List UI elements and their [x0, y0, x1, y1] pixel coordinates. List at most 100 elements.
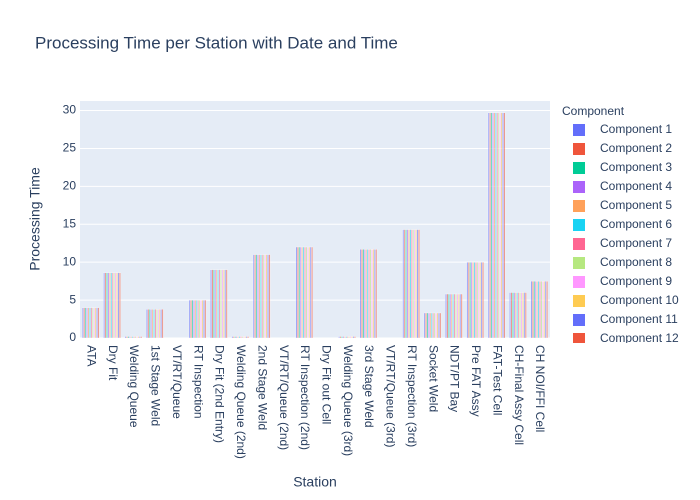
bar: [473, 262, 476, 339]
bar: [402, 229, 405, 339]
bar: [449, 293, 452, 339]
legend-label: Component 3: [600, 160, 672, 174]
bar: [204, 299, 207, 339]
bar: [354, 336, 356, 339]
bar: [211, 269, 214, 339]
y-tick-label: 30: [63, 103, 77, 117]
bar: [126, 336, 128, 339]
bar: [131, 336, 134, 339]
bar: [86, 307, 88, 339]
bar: [252, 254, 255, 339]
bar: [301, 246, 304, 339]
x-tick-label: Pre FAT Assy: [469, 345, 483, 417]
bar: [304, 246, 306, 339]
legend-swatch: [573, 295, 585, 307]
legend-label: Component 11: [600, 312, 678, 326]
bar: [418, 229, 420, 339]
bar: [493, 112, 496, 339]
bar: [87, 307, 90, 339]
bar: [429, 312, 432, 339]
bar: [373, 249, 376, 339]
x-tick-label: Dry Fit: [106, 345, 120, 381]
bar: [456, 293, 459, 339]
bar: [117, 272, 120, 339]
bar: [344, 336, 346, 339]
bar: [84, 307, 87, 339]
bar: [190, 299, 192, 339]
bar: [519, 292, 521, 339]
bar: [543, 280, 546, 339]
bar: [237, 336, 239, 339]
bar: [264, 254, 267, 339]
bar: [475, 262, 477, 339]
bar: [156, 309, 158, 339]
bar: [450, 293, 453, 339]
y-tick-label: 10: [63, 254, 77, 268]
bar: [297, 246, 299, 339]
bar: [128, 336, 131, 339]
bar: [200, 299, 202, 339]
bar: [426, 312, 429, 339]
legend-label: Component 4: [600, 179, 672, 193]
bar: [309, 246, 312, 339]
x-tick-label: VT/RT/Queue (2nd): [277, 345, 291, 450]
bar: [409, 229, 412, 339]
x-axis-title: Station: [293, 474, 337, 490]
bar: [307, 246, 309, 339]
bar: [255, 254, 258, 339]
legend-swatch: [573, 333, 585, 343]
bar: [415, 229, 417, 339]
bar: [203, 299, 205, 339]
bar: [201, 299, 204, 339]
bar: [425, 312, 427, 339]
bar: [93, 307, 96, 339]
bar: [514, 292, 517, 339]
bar: [366, 249, 369, 339]
legend-swatch: [573, 219, 585, 231]
bar: [339, 336, 342, 339]
bar: [460, 293, 463, 339]
bar: [97, 307, 100, 339]
bar: [430, 312, 433, 339]
bar: [311, 246, 314, 339]
bar: [489, 112, 492, 339]
bar: [124, 336, 127, 339]
bar: [359, 249, 362, 339]
bar: [352, 336, 355, 339]
bar: [338, 336, 341, 339]
legend-label: Component 1: [600, 122, 672, 136]
bar: [371, 249, 373, 339]
bar: [234, 336, 237, 339]
legend-swatch: [573, 181, 585, 193]
bar: [113, 272, 116, 339]
bar: [537, 280, 540, 339]
bar: [265, 254, 268, 339]
bar: [104, 272, 107, 339]
bar: [254, 254, 257, 339]
y-tick-label: 20: [63, 179, 77, 193]
bar: [438, 312, 440, 339]
bar: [103, 272, 106, 339]
bar: [245, 336, 248, 339]
bar: [365, 249, 368, 339]
bar: [413, 229, 416, 339]
bar: [536, 280, 539, 339]
x-tick-label: RT Inspection (3rd): [405, 345, 419, 447]
bar: [161, 309, 164, 339]
bar: [235, 336, 238, 339]
bar: [225, 269, 228, 339]
bar: [224, 269, 227, 339]
x-tick-label: 3rd Stage Weld: [362, 345, 376, 428]
bar: [194, 299, 197, 339]
bar: [492, 112, 494, 339]
x-tick-label: CH-Final Assy Cell: [512, 345, 526, 445]
x-tick-label: Welding Queue (2nd): [234, 345, 248, 459]
bar: [497, 112, 500, 339]
bar: [302, 246, 305, 339]
bar: [160, 309, 163, 339]
bar: [466, 262, 469, 339]
bar: [477, 262, 480, 339]
bar: [305, 246, 308, 339]
bar: [308, 246, 311, 339]
bar: [110, 272, 113, 339]
